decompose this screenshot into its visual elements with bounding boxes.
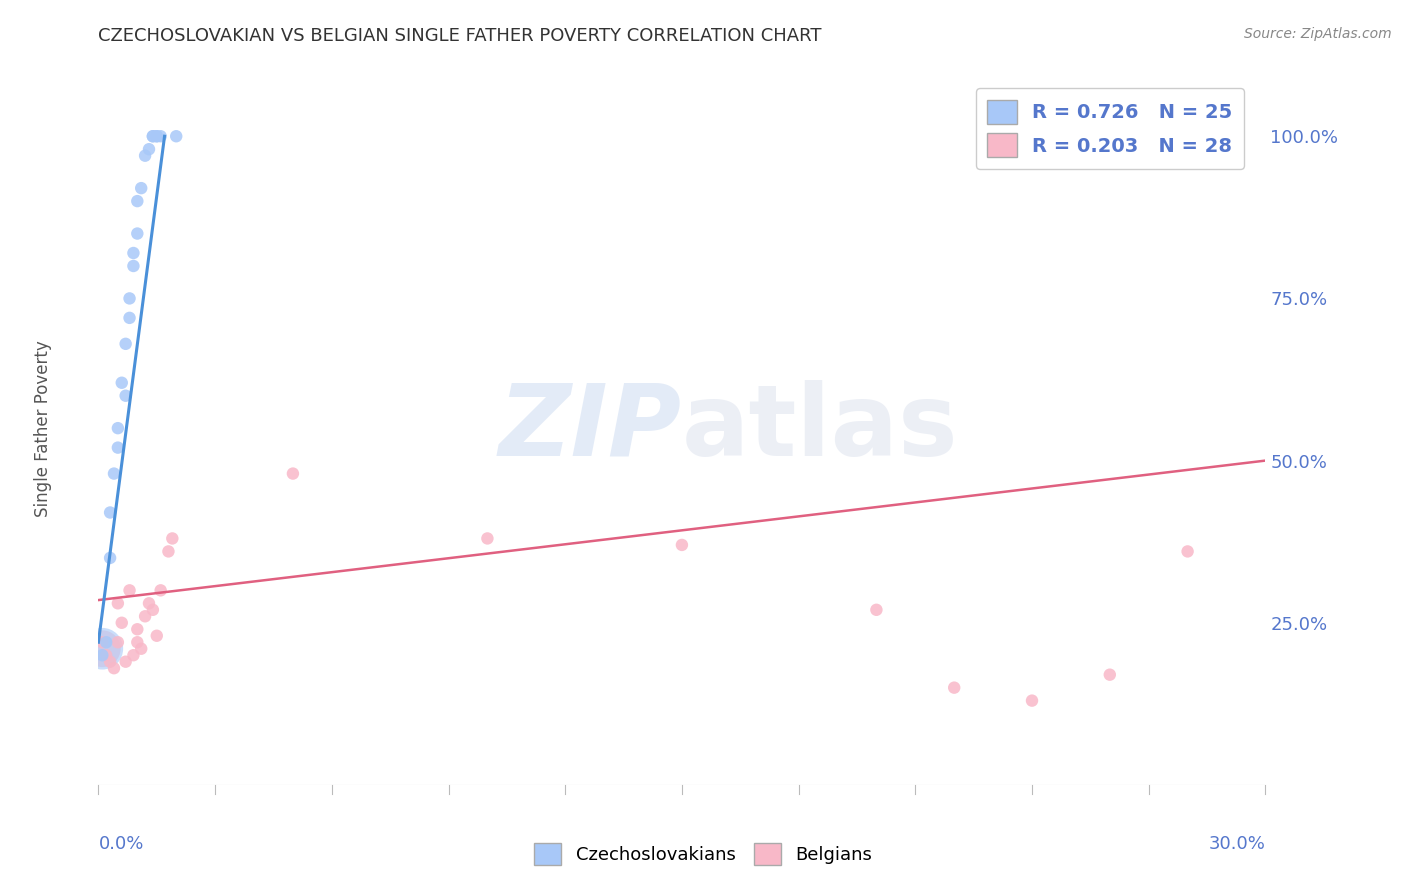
Point bbox=[865, 603, 887, 617]
Legend: Czechoslovakians, Belgians: Czechoslovakians, Belgians bbox=[524, 834, 882, 874]
Text: ZIP: ZIP bbox=[499, 380, 682, 476]
Point bbox=[1021, 693, 1043, 707]
Legend: R = 0.726   N = 25, R = 0.203   N = 28: R = 0.726 N = 25, R = 0.203 N = 28 bbox=[976, 88, 1244, 169]
Point bbox=[98, 655, 121, 669]
Point bbox=[165, 129, 187, 144]
Point bbox=[157, 544, 180, 558]
Point bbox=[107, 421, 129, 435]
Point bbox=[91, 641, 114, 656]
Point bbox=[134, 149, 156, 163]
Point bbox=[146, 129, 169, 144]
Point bbox=[138, 596, 160, 610]
Point bbox=[91, 641, 114, 656]
Point bbox=[138, 142, 160, 156]
Point bbox=[114, 389, 136, 403]
Point bbox=[122, 648, 145, 663]
Point bbox=[149, 583, 172, 598]
Point bbox=[127, 622, 149, 636]
Point bbox=[96, 635, 118, 649]
Point bbox=[127, 635, 149, 649]
Point bbox=[118, 583, 141, 598]
Text: CZECHOSLOVAKIAN VS BELGIAN SINGLE FATHER POVERTY CORRELATION CHART: CZECHOSLOVAKIAN VS BELGIAN SINGLE FATHER… bbox=[98, 27, 823, 45]
Point bbox=[118, 292, 141, 306]
Text: 30.0%: 30.0% bbox=[1209, 835, 1265, 853]
Text: Single Father Poverty: Single Father Poverty bbox=[34, 340, 52, 516]
Point bbox=[107, 635, 129, 649]
Point bbox=[142, 129, 165, 144]
Point bbox=[91, 635, 114, 649]
Point bbox=[111, 376, 134, 390]
Point bbox=[107, 596, 129, 610]
Point bbox=[477, 532, 499, 546]
Text: Source: ZipAtlas.com: Source: ZipAtlas.com bbox=[1244, 27, 1392, 41]
Point bbox=[281, 467, 304, 481]
Point bbox=[134, 609, 156, 624]
Point bbox=[96, 648, 118, 663]
Point bbox=[114, 336, 136, 351]
Point bbox=[103, 661, 125, 675]
Point bbox=[129, 641, 152, 656]
Point bbox=[142, 129, 165, 144]
Text: 0.0%: 0.0% bbox=[98, 835, 143, 853]
Point bbox=[142, 603, 165, 617]
Point bbox=[111, 615, 134, 630]
Point bbox=[98, 550, 121, 565]
Point bbox=[671, 538, 693, 552]
Point bbox=[122, 246, 145, 260]
Point bbox=[943, 681, 966, 695]
Point bbox=[118, 310, 141, 325]
Point bbox=[146, 129, 169, 144]
Point bbox=[162, 532, 184, 546]
Point bbox=[107, 441, 129, 455]
Text: atlas: atlas bbox=[682, 380, 959, 476]
Point bbox=[114, 655, 136, 669]
Point bbox=[103, 467, 125, 481]
Point bbox=[98, 506, 121, 520]
Point bbox=[129, 181, 152, 195]
Point bbox=[122, 259, 145, 273]
Point bbox=[1098, 667, 1121, 681]
Point bbox=[1177, 544, 1199, 558]
Point bbox=[127, 194, 149, 208]
Point bbox=[91, 648, 114, 663]
Point bbox=[127, 227, 149, 241]
Point bbox=[146, 629, 169, 643]
Point bbox=[149, 129, 172, 144]
